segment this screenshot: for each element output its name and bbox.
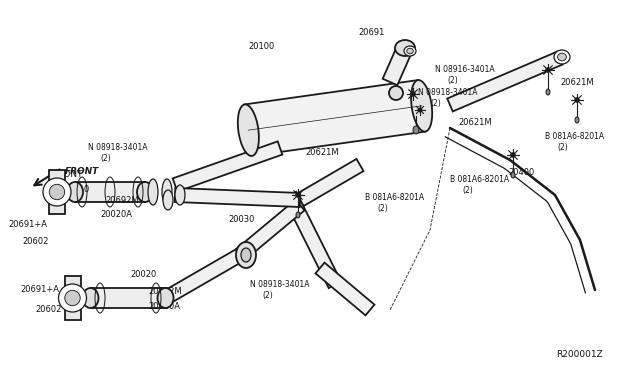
Ellipse shape (241, 248, 251, 262)
Ellipse shape (404, 46, 416, 56)
Ellipse shape (296, 212, 300, 218)
Text: 20691+A: 20691+A (8, 220, 47, 229)
Text: N 08918-3401A: N 08918-3401A (88, 143, 147, 152)
Polygon shape (383, 45, 412, 85)
Text: 20030: 20030 (228, 215, 254, 224)
Ellipse shape (546, 89, 550, 95)
Text: 20691+A: 20691+A (20, 285, 59, 294)
Circle shape (546, 68, 550, 72)
Text: 20602: 20602 (35, 305, 61, 314)
Text: 20010: 20010 (63, 185, 89, 194)
Text: 20400: 20400 (508, 168, 534, 177)
Polygon shape (173, 141, 282, 192)
Circle shape (575, 98, 579, 102)
Circle shape (511, 153, 515, 157)
Ellipse shape (162, 179, 172, 205)
Text: (2): (2) (447, 76, 458, 85)
Polygon shape (316, 263, 374, 315)
Ellipse shape (49, 184, 65, 200)
Circle shape (419, 108, 422, 112)
Text: 20020A: 20020A (148, 302, 180, 311)
Polygon shape (236, 200, 305, 260)
Text: 20621M: 20621M (560, 78, 594, 87)
Ellipse shape (137, 182, 153, 202)
Text: (2): (2) (430, 99, 441, 108)
Ellipse shape (395, 40, 415, 56)
Ellipse shape (175, 185, 185, 205)
Polygon shape (90, 288, 166, 308)
Polygon shape (244, 80, 425, 156)
Ellipse shape (389, 86, 403, 100)
Text: (2): (2) (100, 154, 111, 163)
Text: B 081A6-8201A: B 081A6-8201A (365, 193, 424, 202)
Ellipse shape (236, 242, 256, 268)
Circle shape (296, 193, 300, 197)
Text: FRONT: FRONT (52, 170, 83, 179)
Text: R200001Z: R200001Z (556, 350, 603, 359)
Text: FRONT: FRONT (65, 167, 99, 176)
Ellipse shape (511, 172, 515, 178)
Ellipse shape (575, 117, 579, 123)
Polygon shape (65, 276, 81, 320)
Text: 20692M: 20692M (148, 287, 182, 296)
Ellipse shape (83, 288, 99, 308)
Ellipse shape (65, 290, 80, 306)
Ellipse shape (413, 126, 419, 134)
Polygon shape (162, 249, 243, 304)
Polygon shape (175, 188, 300, 207)
Ellipse shape (406, 48, 413, 54)
Ellipse shape (411, 80, 432, 132)
Ellipse shape (554, 50, 570, 64)
Text: 20621M: 20621M (305, 148, 339, 157)
Text: 20020: 20020 (130, 270, 156, 279)
Ellipse shape (43, 178, 71, 206)
Ellipse shape (148, 179, 158, 205)
Text: 20691: 20691 (358, 28, 385, 37)
Text: 20692M: 20692M (105, 196, 139, 205)
Polygon shape (447, 52, 563, 112)
Text: 20100: 20100 (248, 42, 275, 51)
Polygon shape (75, 182, 145, 202)
Text: (2): (2) (262, 291, 273, 300)
Circle shape (411, 92, 415, 96)
Ellipse shape (58, 284, 86, 312)
Ellipse shape (157, 288, 173, 308)
Text: (2): (2) (462, 186, 473, 195)
Text: (2): (2) (557, 143, 568, 152)
Text: B 081A6-8201A: B 081A6-8201A (450, 175, 509, 184)
Polygon shape (296, 159, 364, 206)
Ellipse shape (67, 182, 83, 202)
Text: N 08916-3401A: N 08916-3401A (435, 65, 495, 74)
Text: B 081A6-8201A: B 081A6-8201A (545, 132, 604, 141)
Text: N 08918-3401A: N 08918-3401A (418, 88, 477, 97)
Polygon shape (49, 170, 65, 214)
Polygon shape (284, 192, 341, 288)
Ellipse shape (238, 105, 259, 156)
Text: N 08918-3401A: N 08918-3401A (250, 280, 310, 289)
Text: (2): (2) (377, 204, 388, 213)
Ellipse shape (557, 53, 566, 61)
Ellipse shape (163, 190, 173, 210)
Text: 20602: 20602 (22, 237, 49, 246)
Text: 20020A: 20020A (100, 210, 132, 219)
Text: 20621M: 20621M (458, 118, 492, 127)
